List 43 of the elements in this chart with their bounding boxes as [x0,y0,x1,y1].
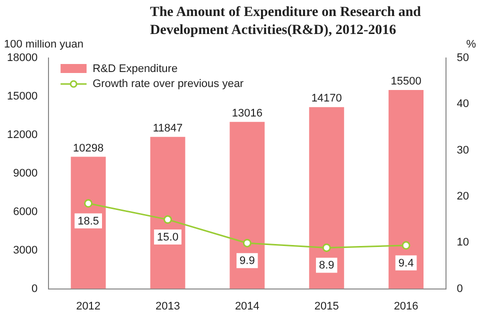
data-label: 10298 [73,142,104,154]
point [242,238,252,248]
y2-tick-label: 50 [456,52,470,64]
y-tick-label: 6000 [13,206,38,218]
data-label: 8.9 [318,260,334,272]
data-label: 15500 [390,76,422,88]
y-tick-label: 3000 [13,244,38,256]
bar [150,136,186,289]
bar [388,90,424,289]
data-label: 9.9 [240,255,255,268]
point [84,199,93,208]
legend-label: R&D Expenditure [92,63,178,76]
x-tick-label: 2016 [394,300,418,312]
data-label: 9.4 [398,257,414,270]
point [402,241,410,250]
y-tick-label: 18000 [6,52,38,64]
y2-tick-label: 40 [456,98,470,110]
x-tick-label: 2014 [234,300,260,312]
legend-label: Growth rate over previous year [92,78,244,90]
y2-tick-label: 0 [456,282,463,295]
point [163,215,172,224]
data-label: 11847 [152,122,183,134]
y-tick-label: 12000 [6,128,38,141]
y-tick-label: 15000 [6,90,38,102]
data-label: 15.0 [157,232,178,244]
bar [309,107,344,289]
y2-axis-title: % [466,38,476,51]
bar [230,122,265,289]
data-label: 18.5 [78,215,100,228]
x-tick-label: 2015 [314,300,339,312]
data-label: 13016 [232,107,262,120]
y2-tick-label: 10 [456,236,470,249]
y2-tick-label: 20 [456,190,470,203]
y-tick-label: 0 [31,282,38,295]
chart-title: The Amount of Expenditure on Research and Development Activities(R&D), 2012-2016 [150,4,422,40]
point [322,243,331,252]
x-tick-label: 2012 [76,300,101,312]
y-axis-title: 100 million yuan [4,38,84,51]
data-label: 14170 [311,92,342,105]
y2-tick-label: 30 [456,144,470,156]
y-tick-label: 9000 [13,167,38,180]
x-tick-label: 2013 [156,300,180,312]
bar [70,156,106,289]
